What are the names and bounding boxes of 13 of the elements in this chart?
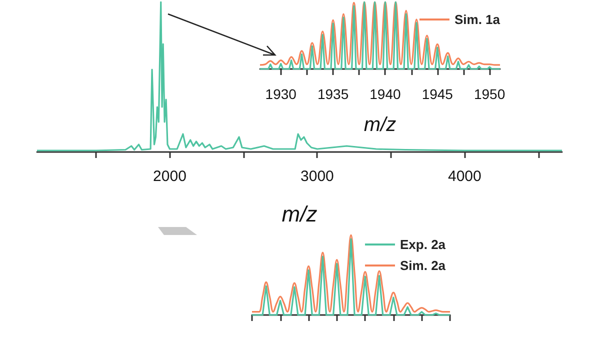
x-tick-label: 1945 bbox=[422, 86, 454, 102]
x-tick-label: 1935 bbox=[317, 86, 349, 102]
legend-label: Exp. 2a bbox=[400, 237, 446, 252]
x-tick-label: 4000 bbox=[448, 168, 482, 185]
x-tick-label: 2000 bbox=[153, 168, 186, 185]
x-tick-label: 1940 bbox=[370, 86, 401, 102]
x-tick-label: 3000 bbox=[300, 168, 334, 185]
x-tick-label: 1950 bbox=[474, 86, 506, 102]
legend-label: Sim. 1a bbox=[454, 12, 501, 27]
x-tick-label: 1930 bbox=[265, 86, 297, 102]
legend-label: Sim. 2a bbox=[400, 258, 446, 273]
x-axis-title: m/z bbox=[282, 202, 318, 226]
x-axis-title: m/z bbox=[364, 114, 396, 136]
